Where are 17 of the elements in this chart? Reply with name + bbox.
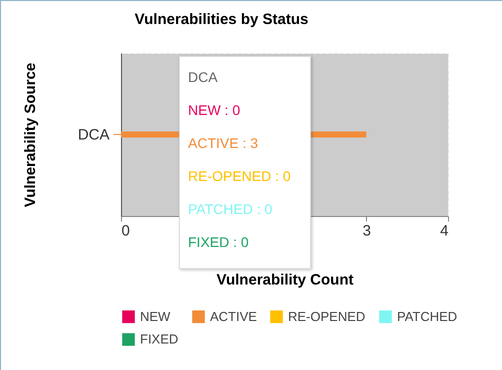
chart-title: Vulnerabilities by Status xyxy=(134,11,308,28)
legend-label: RE-OPENED xyxy=(288,308,366,324)
x-tick-label: 4 xyxy=(440,222,448,240)
annotation: ACTIVE : 3 xyxy=(188,134,260,153)
y-axis-title: Vulnerability Source xyxy=(22,62,39,208)
legend-label: ACTIVE xyxy=(210,308,258,324)
annotation: RE-OPENED : 0 xyxy=(188,167,292,186)
legend-label: NEW xyxy=(140,308,172,324)
x-axis-title: Vulnerability Count xyxy=(216,272,354,288)
annotation: NEW : 0 xyxy=(188,101,242,120)
x-tick-label: 0 xyxy=(122,222,130,240)
text: FIXED : 0 xyxy=(188,233,250,252)
annotation: PATCHED : 0 xyxy=(188,200,274,219)
legend-label: PATCHED xyxy=(397,308,458,324)
annotation: DCA xyxy=(188,68,219,87)
x-tick-label: 3 xyxy=(362,222,371,240)
legend-label: FIXED xyxy=(140,332,178,346)
